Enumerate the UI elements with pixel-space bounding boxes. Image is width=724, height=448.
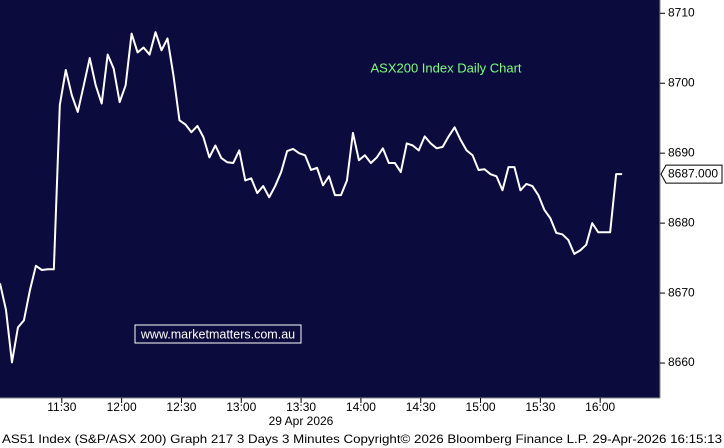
- plot-area: [0, 0, 660, 398]
- y-tick-label: 8660: [668, 355, 695, 369]
- x-tick-label: 16:00: [585, 400, 615, 414]
- price-line: [0, 31, 623, 364]
- chart-title: ASX200 Index Daily Chart: [370, 60, 521, 75]
- x-tick-label: 12:00: [107, 400, 137, 414]
- y-tick-label: 8690: [668, 145, 695, 159]
- x-tick-label: 12:30: [166, 400, 196, 414]
- last-price-box: [660, 164, 723, 184]
- x-tick-label: 14:00: [346, 400, 376, 414]
- footer: AS51 Index (S&P/ASX 200) Graph 217 3 Day…: [2, 432, 722, 446]
- last-price-label: 8687.000: [668, 166, 718, 180]
- y-tick-label: 8680: [668, 215, 695, 229]
- date-label: 29 Apr 2026: [269, 414, 334, 428]
- x-tick-label: 14:30: [406, 400, 436, 414]
- y-tick-label: 8670: [668, 285, 695, 299]
- x-tick-label: 13:30: [286, 400, 316, 414]
- y-tick-label: 8710: [668, 5, 695, 19]
- y-tick-label: 8700: [668, 75, 695, 89]
- watermark: www.marketmatters.com.au: [140, 327, 295, 341]
- x-tick-label: 11:30: [47, 400, 76, 414]
- watermark-box: [134, 324, 302, 344]
- x-tick-label: 15:30: [525, 400, 555, 414]
- x-tick-label: 15:00: [466, 400, 496, 414]
- x-tick-label: 13:00: [226, 400, 256, 414]
